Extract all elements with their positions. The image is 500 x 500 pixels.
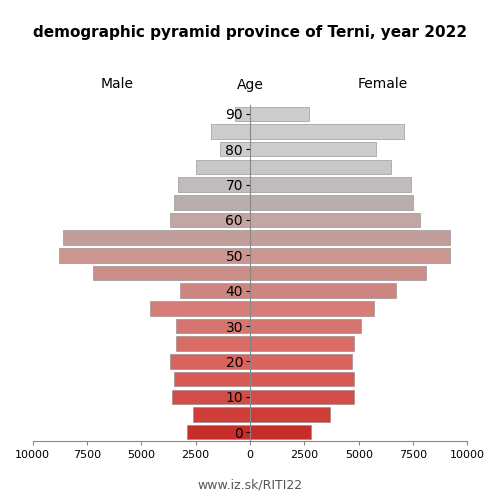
Bar [211,124,250,139]
Bar [187,425,250,440]
Text: demographic pyramid province of Terni, year 2022: demographic pyramid province of Terni, y… [33,25,467,40]
Bar [250,230,450,245]
Bar [180,284,250,298]
Bar [94,266,250,280]
Bar [150,301,250,316]
Bar [250,124,404,139]
Bar [194,407,250,422]
Bar [176,336,250,351]
Bar [250,425,311,440]
Bar [250,372,354,386]
Bar [250,106,308,121]
Bar [250,142,376,156]
Bar [250,195,413,210]
Bar [170,212,250,227]
Bar [220,142,250,156]
Bar [196,160,250,174]
Bar [250,354,352,368]
Bar [250,284,396,298]
Bar [176,319,250,334]
Bar [250,178,411,192]
Bar [250,248,450,262]
Bar [250,319,361,334]
Bar [250,407,330,422]
Bar [250,212,420,227]
Text: Male: Male [101,78,134,92]
Bar [63,230,250,245]
Bar [58,248,250,262]
Bar [250,160,392,174]
Bar [172,390,250,404]
Bar [235,106,250,121]
Bar [250,266,426,280]
Bar [178,178,250,192]
Bar [250,301,374,316]
Bar [250,336,354,351]
Bar [170,354,250,368]
Text: www.iz.sk/RITI22: www.iz.sk/RITI22 [198,478,302,491]
Bar [174,195,250,210]
Bar [174,372,250,386]
Text: Female: Female [358,78,408,92]
Text: Age: Age [236,78,264,92]
Bar [250,390,354,404]
